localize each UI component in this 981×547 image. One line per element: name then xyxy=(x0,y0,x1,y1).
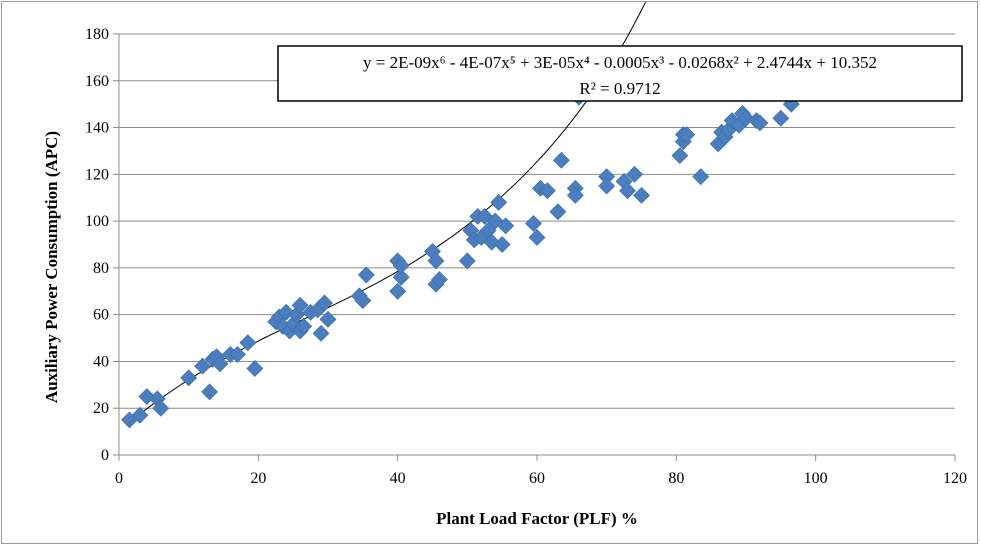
y-tick-label: 160 xyxy=(85,73,109,90)
y-tick-label: 80 xyxy=(93,260,109,277)
x-tick-label: 60 xyxy=(529,470,545,487)
data-point xyxy=(678,126,696,143)
data-point xyxy=(483,233,501,251)
y-tick-label: 120 xyxy=(85,166,109,183)
y-tick-label: 60 xyxy=(93,307,109,324)
data-point xyxy=(626,165,643,183)
data-point xyxy=(291,296,309,314)
data-point xyxy=(772,109,790,127)
data-point xyxy=(295,317,313,335)
data-point xyxy=(194,357,212,375)
data-point xyxy=(316,294,333,312)
data-point xyxy=(619,182,636,200)
data-point xyxy=(389,282,407,300)
data-point xyxy=(201,383,218,401)
data-point xyxy=(458,252,476,270)
y-tick-label: 0 xyxy=(101,447,109,464)
data-point xyxy=(239,334,257,352)
data-point xyxy=(357,266,375,284)
data-point xyxy=(692,168,710,186)
data-point xyxy=(392,257,410,274)
x-tick-label: 100 xyxy=(804,470,828,487)
data-point xyxy=(211,355,229,373)
y-tick-label: 100 xyxy=(85,213,109,230)
data-point xyxy=(312,324,330,342)
x-axis-title: Plant Load Factor (PLF) % xyxy=(436,509,638,528)
data-point xyxy=(723,112,741,129)
x-tick-label: 40 xyxy=(390,470,406,487)
data-point xyxy=(751,114,769,132)
data-points xyxy=(121,72,804,429)
data-point xyxy=(671,147,689,165)
data-point xyxy=(493,236,511,253)
data-point xyxy=(633,186,650,204)
y-tick-label: 180 xyxy=(85,26,109,43)
data-point xyxy=(392,268,410,286)
data-point xyxy=(490,193,508,211)
data-point xyxy=(131,406,149,424)
trendline-r-squared: R² = 0.9712 xyxy=(579,79,660,98)
data-point xyxy=(354,292,372,310)
data-point xyxy=(427,252,445,270)
data-point xyxy=(246,360,264,377)
data-point xyxy=(539,182,556,200)
trendline-equation: y = 2E-09x⁶ - 4E-07x⁵ + 3E-05x⁴ - 0.0005… xyxy=(363,53,877,72)
data-point xyxy=(229,346,246,363)
data-point xyxy=(552,151,570,169)
data-point xyxy=(277,303,295,321)
x-tick-label: 0 xyxy=(115,470,123,487)
x-tick-label: 80 xyxy=(668,470,684,487)
data-point xyxy=(528,229,546,246)
data-point xyxy=(431,271,448,289)
data-point xyxy=(525,215,542,232)
data-point xyxy=(497,217,515,235)
data-point xyxy=(566,186,584,204)
y-tick-label: 140 xyxy=(85,120,109,137)
data-point xyxy=(138,388,156,405)
x-tick-label: 20 xyxy=(250,470,266,487)
data-point xyxy=(598,177,616,195)
y-tick-label: 20 xyxy=(93,400,109,417)
y-axis-title: Auxiliary Power Consumption (APC) xyxy=(42,131,61,403)
data-point xyxy=(180,369,198,387)
y-tick-label: 40 xyxy=(93,353,109,370)
data-point xyxy=(152,399,170,417)
trendline-equation-box: y = 2E-09x⁶ - 4E-07x⁵ + 3E-05x⁴ - 0.0005… xyxy=(277,45,963,102)
data-point xyxy=(549,203,567,221)
x-tick-label: 120 xyxy=(943,470,967,487)
axes: 0 20 40 60 80 100 120 140 160 180 0 20 40 60 80 100 120 xyxy=(85,26,967,487)
data-point xyxy=(319,310,337,328)
